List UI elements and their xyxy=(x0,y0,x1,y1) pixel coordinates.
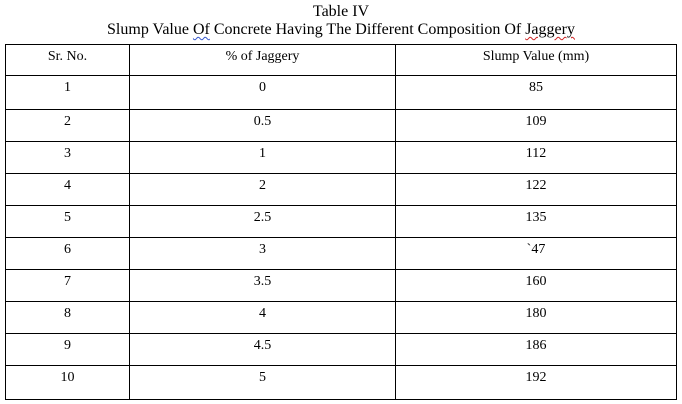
column-header-sr-no: Sr. No. xyxy=(5,44,130,76)
cell-jaggery-percent: 5 xyxy=(129,365,396,400)
cell-sr-no: 6 xyxy=(5,237,130,270)
caption-text-part: Slump Value xyxy=(107,21,193,38)
table-header-row: Sr. No. % of Jaggery Slump Value (mm) xyxy=(5,44,677,76)
cell-slump-value: `47 xyxy=(395,237,677,270)
cell-jaggery-percent: 4 xyxy=(129,301,396,334)
cell-slump-value: 109 xyxy=(395,109,677,142)
cell-slump-value: 186 xyxy=(395,333,677,366)
cell-jaggery-percent: 0.5 xyxy=(129,109,396,142)
cell-slump-value: 112 xyxy=(395,141,677,174)
cell-sr-no: 1 xyxy=(5,75,130,110)
table-caption-subtitle: Slump Value Of Concrete Having The Diffe… xyxy=(0,21,682,39)
cell-slump-value: 180 xyxy=(395,301,677,334)
cell-slump-value: 135 xyxy=(395,205,677,238)
cell-sr-no: 5 xyxy=(5,205,130,238)
spellcheck-word-of: Of xyxy=(192,21,210,38)
table-row: 6 3 `47 xyxy=(5,237,677,270)
cell-jaggery-percent: 3 xyxy=(129,237,396,270)
cell-jaggery-percent: 1 xyxy=(129,141,396,174)
column-header-slump-value: Slump Value (mm) xyxy=(395,44,677,76)
table-row: 5 2.5 135 xyxy=(5,205,677,238)
cell-slump-value: 85 xyxy=(395,75,677,110)
cell-jaggery-percent: 0 xyxy=(129,75,396,110)
table-row: 2 0.5 109 xyxy=(5,109,677,142)
cell-slump-value: 122 xyxy=(395,173,677,206)
spellcheck-word-jaggery: Jaggery xyxy=(525,21,575,38)
column-header-percent-jaggery: % of Jaggery xyxy=(129,44,396,76)
cell-sr-no: 2 xyxy=(5,109,130,142)
cell-slump-value: 160 xyxy=(395,269,677,302)
cell-jaggery-percent: 3.5 xyxy=(129,269,396,302)
table-row: 10 5 192 xyxy=(5,365,677,400)
table-caption-title: Table IV xyxy=(312,3,370,20)
cell-sr-no: 3 xyxy=(5,141,130,174)
cell-sr-no: 7 xyxy=(5,269,130,302)
cell-sr-no: 10 xyxy=(5,365,130,400)
table-row: 9 4.5 186 xyxy=(5,333,677,366)
cell-jaggery-percent: 2 xyxy=(129,173,396,206)
table-row: 8 4 180 xyxy=(5,301,677,334)
cell-sr-no: 4 xyxy=(5,173,130,206)
table-row: 1 0 85 xyxy=(5,75,677,110)
table-row: 3 1 112 xyxy=(5,141,677,174)
table-row: 7 3.5 160 xyxy=(5,269,677,302)
table-row: 4 2 122 xyxy=(5,173,677,206)
cell-sr-no: 8 xyxy=(5,301,130,334)
cell-slump-value: 192 xyxy=(395,365,677,400)
slump-value-table: Sr. No. % of Jaggery Slump Value (mm) 1 … xyxy=(5,44,677,400)
caption-text-part: Concrete Having The Different Compositio… xyxy=(209,21,526,38)
cell-jaggery-percent: 2.5 xyxy=(129,205,396,238)
cell-jaggery-percent: 4.5 xyxy=(129,333,396,366)
cell-sr-no: 9 xyxy=(5,333,130,366)
